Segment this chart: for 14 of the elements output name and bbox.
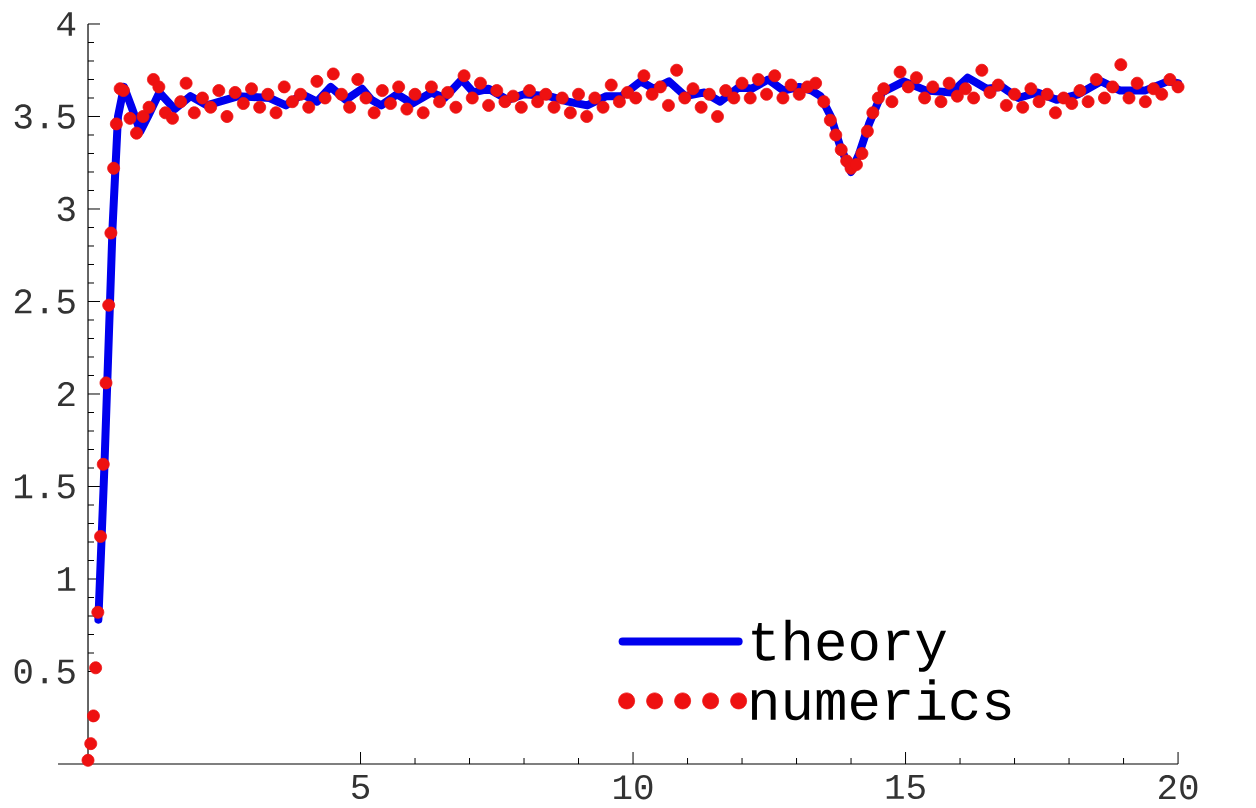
y-tick-label: 1.5 (15, 474, 75, 499)
y-tick-label: 3.5 (14, 104, 75, 129)
y-tick-label: 2.5 (14, 289, 75, 314)
legend-label: theory (752, 619, 947, 672)
x-tick-label: 10 (614, 775, 653, 800)
x-tick-label: 15 (886, 775, 925, 800)
y-tick-label: 3 (57, 196, 75, 222)
y-tick-label: 0.5 (14, 659, 75, 684)
y-tick-label: 2 (57, 381, 75, 406)
x-tick-label: 20 (1159, 775, 1198, 800)
x-tick-label: 5 (352, 775, 370, 800)
y-tick-label: 1 (58, 567, 76, 591)
legend-label: numerics (751, 679, 1011, 721)
y-tick-label: 4 (57, 12, 76, 36)
